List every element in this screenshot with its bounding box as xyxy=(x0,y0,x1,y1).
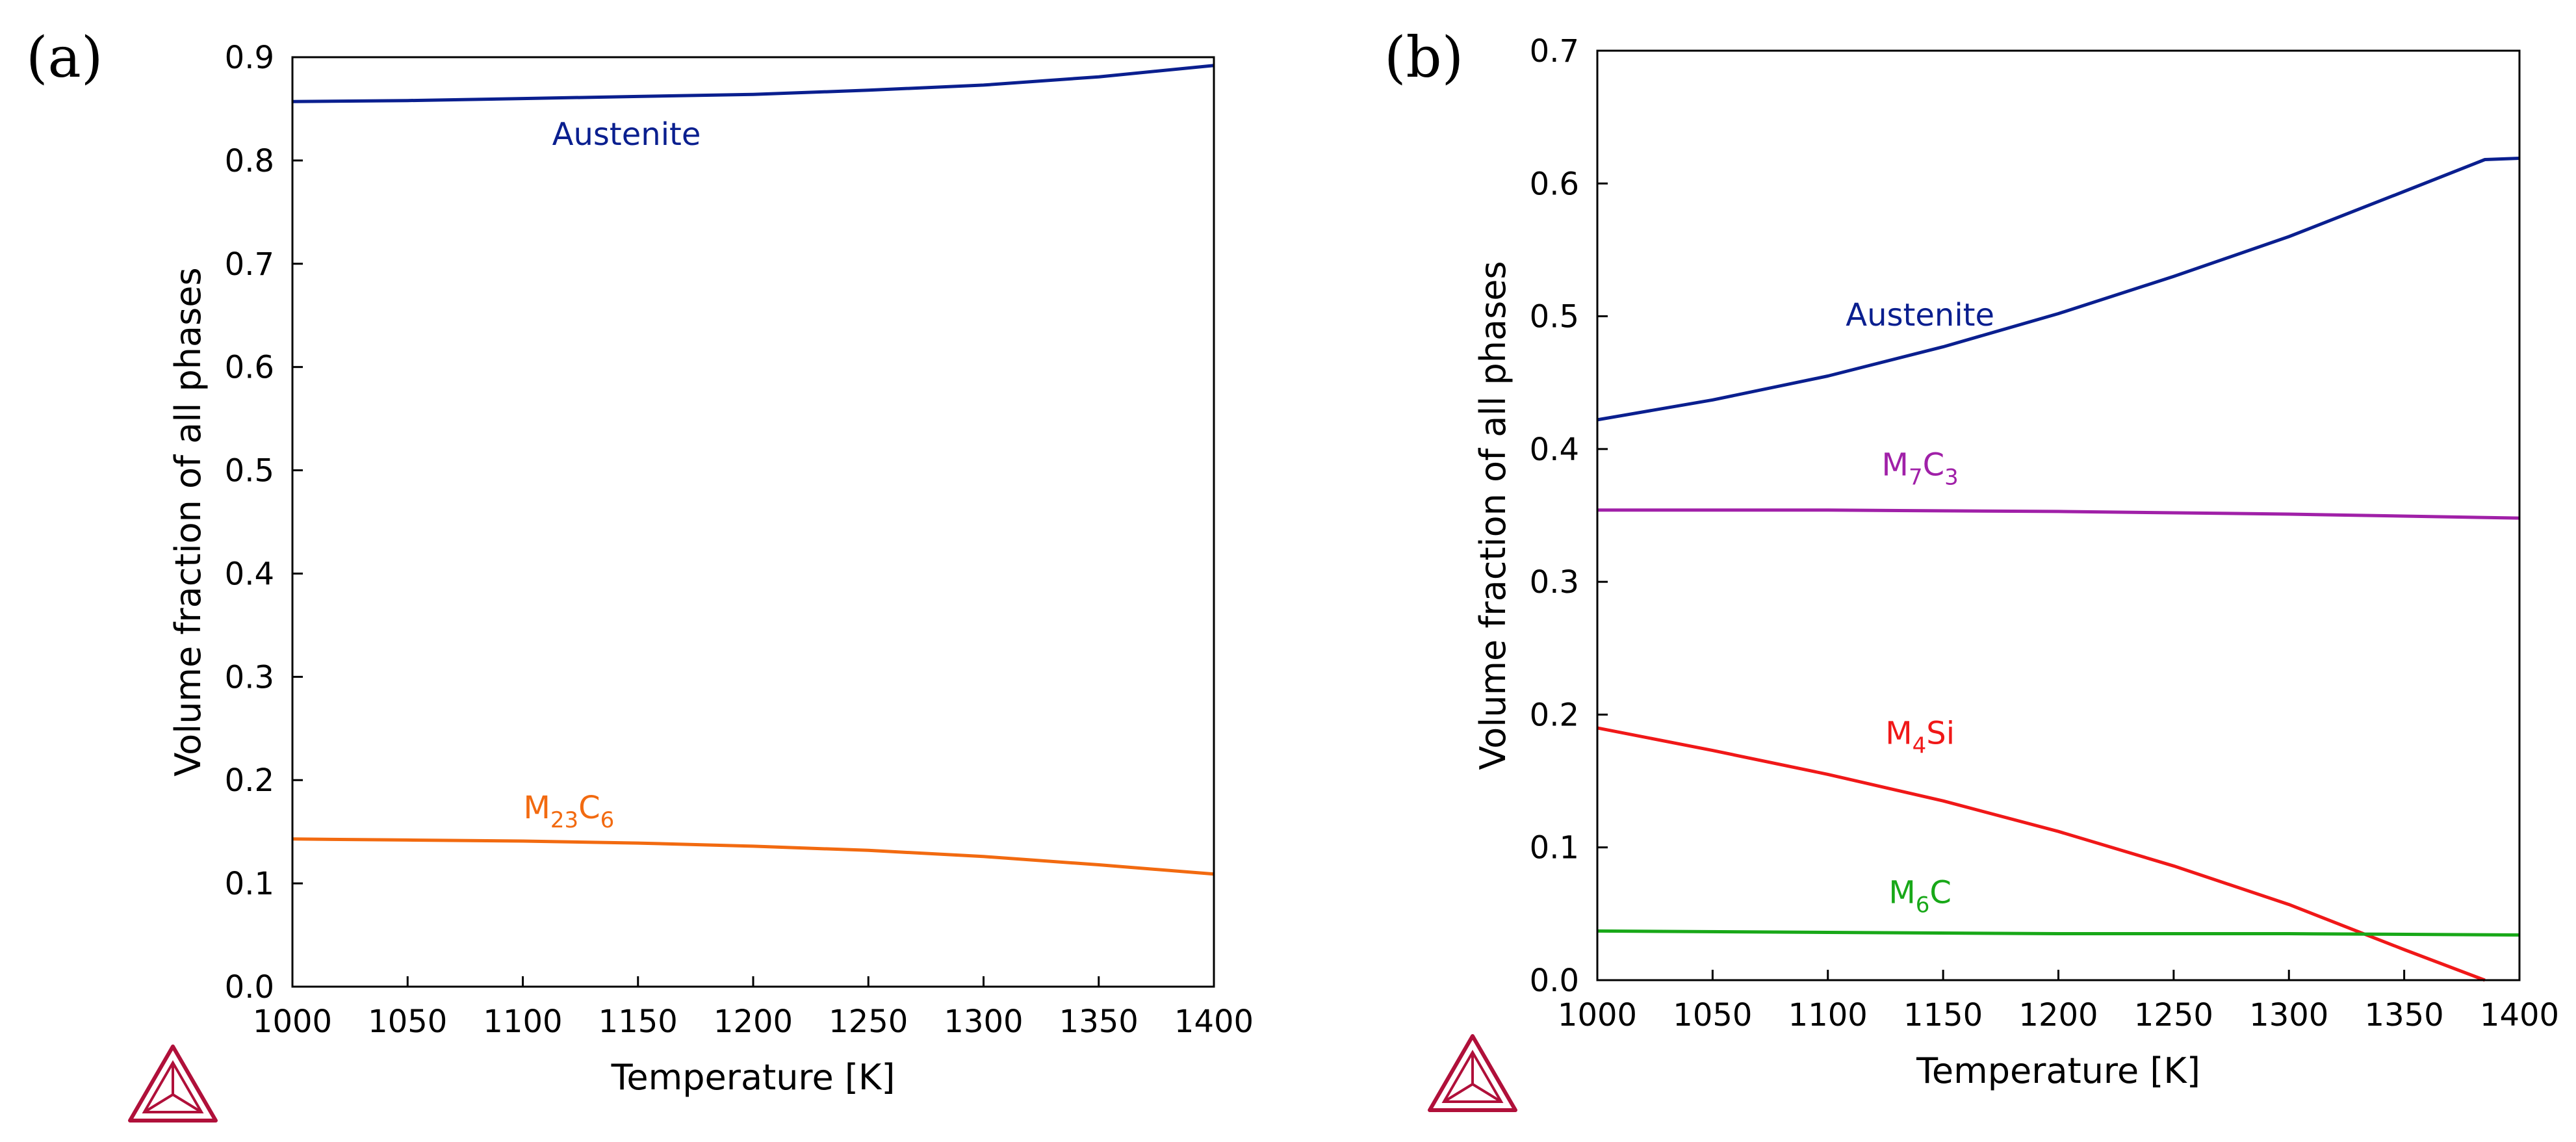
panel-a-x-tick-label: 1050 xyxy=(368,1004,447,1040)
panel-a-x-tick-label: 1350 xyxy=(1059,1004,1139,1040)
panel-b-x-tick-label: 1150 xyxy=(1903,997,1983,1033)
panel-a-y-tick-label: 0.7 xyxy=(225,246,274,283)
panel-b-series-line-m7c3 xyxy=(1597,508,2520,520)
panel-b-y-tick-label: 0.4 xyxy=(1530,432,1579,468)
panel-b-x-tick-label: 1100 xyxy=(1788,997,1868,1033)
panel-a-chart: (a) 1000 1050 1100 1150 1200 1250 1300 1350 1400… xyxy=(26,25,1254,1098)
panel-a-x-tick-label: 1400 xyxy=(1174,1004,1254,1040)
panel-a-series-label-austenite: Austenite xyxy=(552,116,701,153)
panel-b-y-tick-label: 0.7 xyxy=(1530,33,1579,70)
panel-b-series-line-m6c xyxy=(1597,929,2520,937)
panel-b-x-tick-label: 1000 xyxy=(1558,997,1637,1033)
panel-b-x-tick-label: 1050 xyxy=(1673,997,1752,1033)
panel-b-label: (b) xyxy=(1384,25,1463,90)
panel-a-label: (a) xyxy=(26,25,103,90)
panel-a-x-tick-label: 1200 xyxy=(714,1004,793,1040)
panel-a-x-tick-label: 1150 xyxy=(599,1004,678,1040)
panel-b-y-tick-label: 0.5 xyxy=(1530,299,1579,335)
panel-a-y-tick-label: 0.6 xyxy=(225,350,274,386)
panel-b-y-tick-label: 0.0 xyxy=(1530,963,1579,999)
panel-a-series-line-austenite xyxy=(292,64,1215,103)
panel-a-x-tick-label: 1000 xyxy=(253,1004,332,1040)
panel-a-y-tick-label: 0.2 xyxy=(225,762,274,799)
panel-a-x-axis-title: Temperature [K] xyxy=(611,1057,895,1098)
panel-a-x-tick-label: 1300 xyxy=(944,1004,1023,1040)
panel-a-y-tick-label: 0.0 xyxy=(225,969,274,1006)
panel-b-plot-frame xyxy=(1596,49,2521,981)
panel-b-series-label-m4si: M4Si xyxy=(1885,715,1955,759)
panel-b-series-label-m7c3: M7C3 xyxy=(1882,447,1959,491)
panel-a-series-line-m23c6 xyxy=(292,837,1215,876)
panel-b-y-tick-label: 0.1 xyxy=(1530,830,1579,866)
panel-b-x-tick-label: 1250 xyxy=(2134,997,2213,1033)
panel-b-series-line-austenite xyxy=(1597,157,2520,422)
panel-b-y-tick-label: 0.2 xyxy=(1530,697,1579,733)
panel-b-x-tick-label: 1350 xyxy=(2365,997,2444,1033)
panel-b-x-tick-label: 1300 xyxy=(2249,997,2328,1033)
panel-b-y-axis-title: Volume fraction of all phases xyxy=(1473,261,1513,770)
panel-a-y-tick-label: 0.3 xyxy=(225,659,274,695)
panel-a-y-tick-label: 0.1 xyxy=(225,866,274,902)
panel-a-y-tick-label: 0.8 xyxy=(225,143,274,179)
panel-b-y-tick-label: 0.3 xyxy=(1530,564,1579,601)
logo-triangle-icon-b xyxy=(1428,1034,1517,1112)
panel-b-series-label-m6c: M6C xyxy=(1888,875,1951,918)
panel-a-y-tick-label: 0.4 xyxy=(225,556,274,592)
panel-b-chart: (b) 1000 1050 1100 1150 1200 1250 1300 1350 1400… xyxy=(1384,25,2559,1091)
panel-a-plot-frame xyxy=(291,56,1215,988)
panel-b-x-tick-label: 1400 xyxy=(2480,997,2559,1033)
panel-b-y-tick-label: 0.6 xyxy=(1530,166,1579,202)
panel-a-x-tick-label: 1250 xyxy=(829,1004,908,1040)
panel-b-x-tick-label: 1200 xyxy=(2018,997,2098,1033)
panel-a-y-axis-title: Volume fraction of all phases xyxy=(168,267,209,776)
panel-a-y-tick-label: 0.9 xyxy=(225,40,274,76)
panel-b-series-label-austenite: Austenite xyxy=(1846,297,1994,333)
panel-a-x-tick-label: 1100 xyxy=(483,1004,562,1040)
panel-a-y-tick-label: 0.5 xyxy=(225,453,274,489)
panel-a-series-label-m23c6: M23C6 xyxy=(523,790,614,833)
panel-b-x-axis-title: Temperature [K] xyxy=(1916,1050,2200,1091)
logo-triangle-icon-a xyxy=(128,1045,218,1123)
